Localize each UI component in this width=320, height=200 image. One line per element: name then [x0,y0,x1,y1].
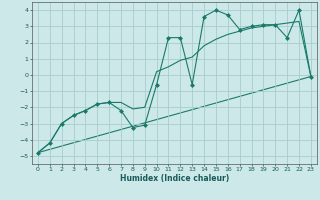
X-axis label: Humidex (Indice chaleur): Humidex (Indice chaleur) [120,174,229,183]
